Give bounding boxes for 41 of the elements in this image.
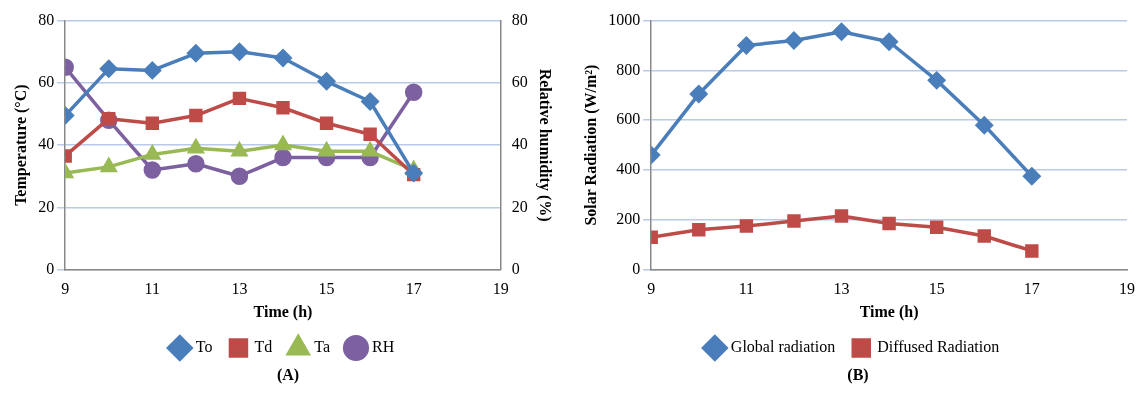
y-tick-label: 400: [616, 160, 641, 178]
y2-tick-label: 60: [511, 73, 528, 91]
y2-tick-label: 40: [511, 135, 528, 153]
y2-tick-label: 0: [511, 259, 520, 277]
x-tick-label: 19: [492, 280, 509, 298]
legend-label: Td: [254, 338, 273, 356]
text: (A): [275, 366, 301, 384]
y-tick-label: 0: [632, 259, 641, 277]
y-tick-label: 0: [46, 259, 55, 277]
x-tick-label: 19: [1119, 280, 1135, 298]
y-tick-label: 800: [616, 60, 641, 78]
y2-axis-title: Relative humidity (%): [536, 68, 555, 222]
x-tick-label: 13: [231, 280, 248, 298]
x-axis-title: Time (h): [859, 302, 919, 321]
x-tick-label: 15: [928, 280, 945, 298]
x-tick-label: 17: [1023, 280, 1040, 298]
x-tick-label: 11: [144, 280, 161, 298]
y-tick-label: 80: [38, 10, 55, 28]
x-tick-label: 17: [405, 280, 422, 298]
legend-label: RH: [371, 338, 395, 356]
y2-tick-label: 80: [511, 10, 528, 28]
x-tick-label: 11: [738, 280, 755, 298]
text: (B): [846, 366, 870, 384]
x-tick-label: 13: [833, 280, 850, 298]
legend-label: Ta: [314, 338, 330, 356]
y-axis-title: Solar Radiation (W/m²): [581, 64, 600, 226]
y-tick-label: 200: [616, 210, 641, 227]
x-tick-label: 9: [61, 280, 70, 298]
legend-label: Global radiation: [730, 338, 836, 356]
y2-tick-label: 20: [511, 197, 528, 215]
y-tick-label: 40: [38, 135, 55, 153]
x-tick-label: 9: [647, 280, 656, 298]
legend-label: Diffused Radiation: [877, 338, 1000, 356]
y-tick-label: 60: [38, 73, 55, 91]
legend-label: To: [195, 338, 213, 356]
y-tick-label: 600: [616, 110, 641, 128]
x-tick-label: 15: [318, 280, 335, 298]
y-axis-title: Temperature (°C): [11, 84, 30, 206]
y-tick-label: 20: [38, 197, 55, 215]
y-tick-label: 1000: [608, 10, 641, 28]
x-axis-title: Time (h): [253, 302, 313, 321]
